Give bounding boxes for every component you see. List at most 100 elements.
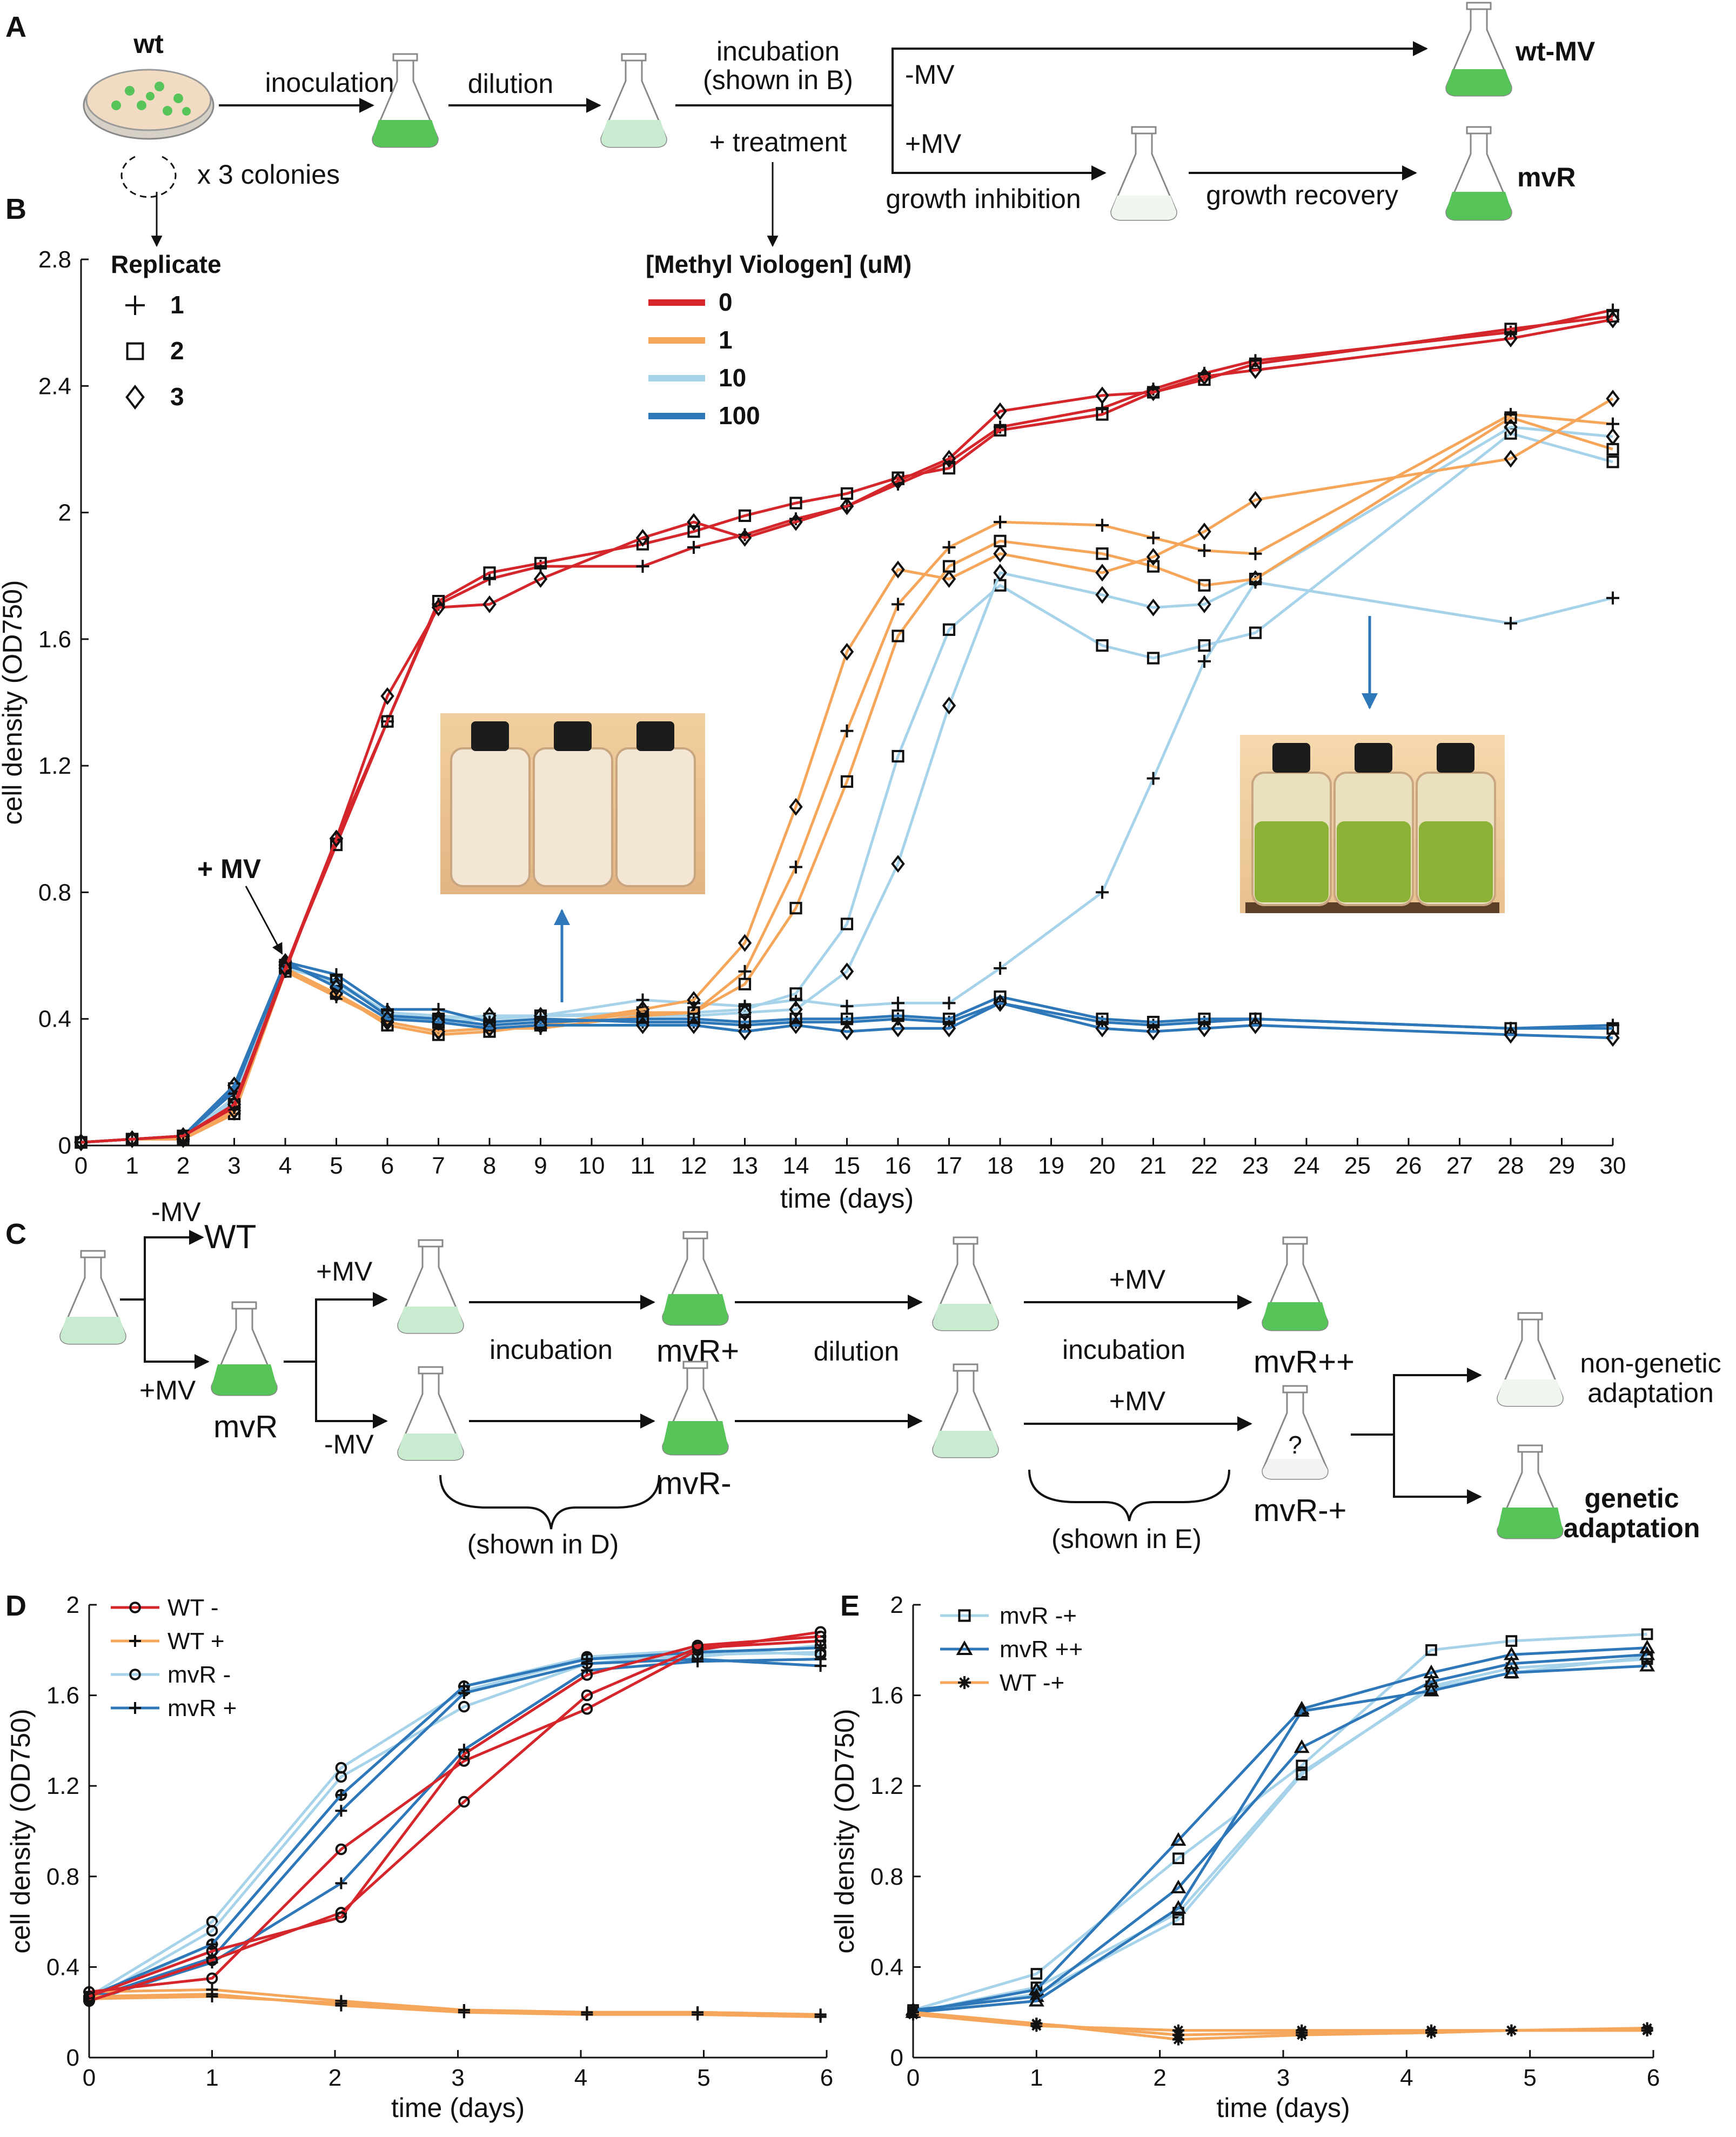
data-point [1197,595,1211,613]
x-tick-label: 1 [205,2065,218,2091]
x-tick-label: 9 [534,1153,547,1179]
data-point [1296,2026,1308,2039]
data-point [380,687,394,705]
data-point [335,1788,347,1801]
flask-icon-c3 [397,1366,464,1461]
incubation-label-a: incubation [716,36,840,66]
x-tick-label: 1 [1030,2065,1043,2091]
data-point [994,962,1007,975]
data-point [1606,303,1619,317]
question-mark: ? [1288,1431,1302,1459]
data-point [738,964,752,978]
data-point [206,1938,218,1951]
c-mvr-mp-label: mvR-+ [1254,1493,1346,1528]
data-point [789,497,802,510]
x-tick-label: 23 [1242,1153,1269,1179]
c-mvr-minus-label: mvR- [656,1466,732,1501]
c-plus-mv-2: +MV [316,1256,373,1287]
y-tick-label: 2 [58,500,71,526]
flask-icon-non-genetic [1497,1312,1564,1407]
data-point [687,525,700,538]
series-line [89,1635,821,1998]
data-point [687,991,701,1009]
series-line [89,1639,821,2002]
y-tick-label: 0.8 [870,1864,903,1890]
flask-icon-mvr-mp: ? [1262,1385,1329,1480]
y-tick-label: 1.6 [870,1683,903,1709]
data-point [1147,652,1160,665]
y-tick-label: 0.4 [870,1954,903,1980]
y-tick-label: 1.6 [38,626,71,653]
data-point [738,1015,752,1029]
flask-icon-mvr-minus [662,1361,729,1456]
flask-icon-c-mvr [211,1301,278,1396]
data-point [942,541,956,554]
data-point [1028,1993,1044,2007]
x-tick-label: 22 [1191,1153,1218,1179]
legend-item: WT -+ [1000,1670,1064,1696]
data-point [1606,1029,1620,1047]
data-point [891,560,905,579]
data-point [942,696,956,715]
data-point [1095,564,1109,582]
data-point [891,855,905,873]
data-point [1198,654,1211,668]
data-point [335,1911,347,1924]
data-point [227,1095,242,1114]
data-point [1197,1019,1211,1037]
x-tick-label: 6 [820,2065,833,2091]
y-tick-label: 0 [66,2045,79,2071]
c-mvr-pp-label: mvR++ [1254,1344,1355,1379]
data-point [581,1703,593,1715]
series-line [81,963,1613,1144]
data-point [840,917,854,930]
data-point [1248,361,1263,379]
data-point [1504,418,1518,436]
x-tick-label: 21 [1140,1153,1167,1179]
x-tick-label: 12 [681,1153,707,1179]
legend-replicate-item: 1 [170,291,184,319]
y-tick-label: 0.4 [46,1954,79,1980]
data-point [942,461,956,475]
flask-icon-mvr-plus [662,1231,729,1326]
non-genetic-line1: non-genetic [1580,1348,1721,1378]
data-point [482,595,497,613]
series-line [913,1658,1647,2014]
data-point [789,798,803,816]
data-point [335,1771,347,1783]
data-point [1505,2024,1518,2036]
flask-icon-genetic [1497,1444,1564,1539]
x-tick-label: 5 [1523,2065,1536,2091]
data-point [176,1127,190,1145]
flask-icon-a2 [600,53,667,148]
data-point [1147,1015,1160,1029]
y-axis-label: cell density (OD750) [0,580,28,825]
data-point [1606,390,1620,408]
data-point [814,1635,827,1647]
data-point [335,1877,347,1890]
data-point [533,570,548,588]
panel-d: D 0 1 2 3 4 5 6 0 0.4 0.8 1.2 1.6 2 time (days) cell d… [5,1590,833,2123]
data-point [840,962,854,981]
x-axis-label: time (days) [1216,2093,1350,2123]
c-plus-mv: +MV [139,1375,196,1405]
data-point [458,1687,470,1699]
x-tick-label: 7 [432,1153,445,1179]
data-point [125,1130,139,1148]
legend-d: WT - WT + mvR - mvR + [111,1595,237,1721]
legend-item: mvR - [167,1662,231,1688]
x-tick-label: 0 [907,2065,920,2091]
legend-mv-item: 100 [719,401,760,430]
data-point [636,560,649,573]
data-point [692,2006,704,2019]
data-point [907,2006,919,2019]
data-point [329,978,344,996]
x-tick-label: 2 [1153,2065,1166,2091]
data-point [1504,450,1518,468]
x-tick-label: 4 [279,1153,292,1179]
data-point [483,566,496,579]
flask-icon-mvr-pp [1262,1236,1329,1331]
data-point [1504,329,1518,347]
data-point [840,724,854,738]
data-point [635,528,650,547]
